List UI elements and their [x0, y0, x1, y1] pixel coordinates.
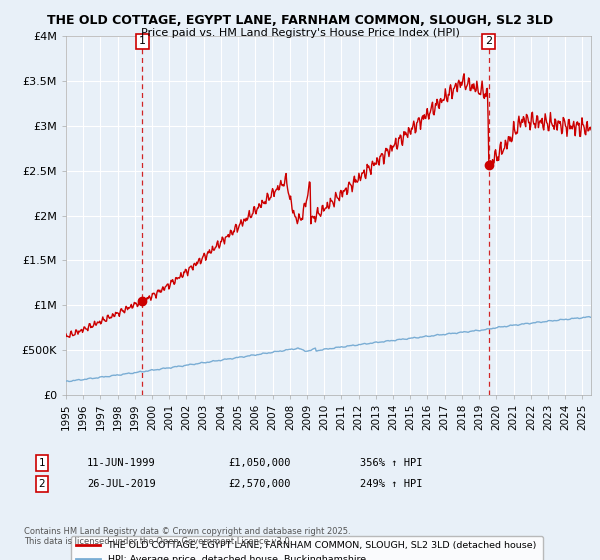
Text: 2: 2: [38, 479, 46, 489]
Text: 1: 1: [139, 36, 146, 46]
Legend: THE OLD COTTAGE, EGYPT LANE, FARNHAM COMMON, SLOUGH, SL2 3LD (detached house), H: THE OLD COTTAGE, EGYPT LANE, FARNHAM COM…: [71, 536, 542, 560]
Text: 249% ↑ HPI: 249% ↑ HPI: [360, 479, 422, 489]
Text: THE OLD COTTAGE, EGYPT LANE, FARNHAM COMMON, SLOUGH, SL2 3LD: THE OLD COTTAGE, EGYPT LANE, FARNHAM COM…: [47, 14, 553, 27]
Text: 26-JUL-2019: 26-JUL-2019: [87, 479, 156, 489]
Text: 1: 1: [38, 458, 46, 468]
Text: £1,050,000: £1,050,000: [228, 458, 290, 468]
Text: Contains HM Land Registry data © Crown copyright and database right 2025.
This d: Contains HM Land Registry data © Crown c…: [24, 526, 350, 546]
Text: £2,570,000: £2,570,000: [228, 479, 290, 489]
Text: 356% ↑ HPI: 356% ↑ HPI: [360, 458, 422, 468]
Text: Price paid vs. HM Land Registry's House Price Index (HPI): Price paid vs. HM Land Registry's House …: [140, 28, 460, 38]
Text: 2: 2: [485, 36, 493, 46]
Text: 11-JUN-1999: 11-JUN-1999: [87, 458, 156, 468]
